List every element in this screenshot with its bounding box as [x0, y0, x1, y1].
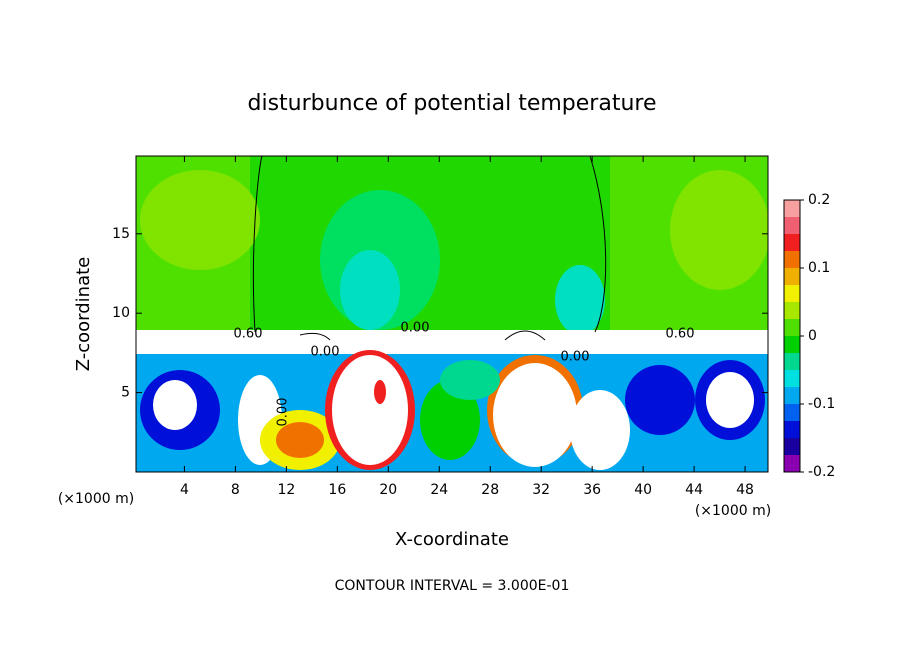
x-axis-label: X-coordinate	[395, 529, 509, 550]
x-tick-label: 20	[379, 482, 397, 498]
colorbar-tick-label: -0.2	[808, 464, 835, 480]
colorbar-band	[784, 217, 800, 234]
x-tick-label: 32	[532, 482, 550, 498]
x-tick-label: 40	[634, 482, 652, 498]
colorbar-band	[784, 234, 800, 251]
y-tick-label: 10	[112, 305, 130, 321]
colorbar-tick-label: 0.1	[808, 260, 830, 276]
contour-label: 0.60	[234, 327, 263, 342]
x-tick-label: 24	[430, 482, 448, 498]
y-tick-label: 5	[121, 385, 130, 401]
colorbar-band	[784, 387, 800, 404]
colorbar-band	[784, 285, 800, 302]
chart-title: disturbunce of potential temperature	[248, 91, 657, 116]
y-tick-label: 15	[112, 226, 130, 242]
x-unit: (×1000 m)	[695, 503, 771, 519]
plot-frame	[135, 155, 769, 473]
x-unit: (×1000 m)	[58, 491, 134, 507]
x-tick-label: 16	[328, 482, 346, 498]
x-tick-label: 44	[685, 482, 703, 498]
contour-label: 0.00	[276, 398, 291, 427]
footnote: CONTOUR INTERVAL = 3.000E-01	[335, 578, 570, 594]
x-tick-label: 28	[481, 482, 499, 498]
colorbar-band	[784, 421, 800, 438]
contour-label: 0.60	[666, 327, 695, 342]
x-tick-label: 8	[231, 482, 240, 498]
colorbar-band	[784, 353, 800, 370]
y-axis-label: Z-coordinate	[73, 257, 94, 372]
colorbar-band	[784, 455, 800, 472]
x-tick-label: 4	[180, 482, 189, 498]
colorbar-band	[784, 404, 800, 421]
colorbar-tick-label: 0.2	[808, 192, 830, 208]
colorbar-tick-label: 0	[808, 328, 817, 344]
colorbar-band	[784, 319, 800, 336]
field	[136, 156, 768, 472]
x-tick-label: 12	[277, 482, 295, 498]
colorbar-tick-label: -0.1	[808, 396, 835, 412]
colorbar-band	[784, 200, 800, 217]
colorbar-band	[784, 336, 800, 353]
x-tick-label: 48	[736, 482, 754, 498]
x-tick-label: 36	[583, 482, 601, 498]
colorbar-band	[784, 268, 800, 285]
colorbar-band	[784, 370, 800, 387]
contour-label: 0.00	[561, 350, 590, 365]
colorbar-band	[784, 251, 800, 268]
colorbar-band	[784, 302, 800, 319]
contour-label: 0.00	[311, 345, 340, 360]
contour-label: 0.00	[401, 321, 430, 336]
colorbar-band	[784, 438, 800, 455]
